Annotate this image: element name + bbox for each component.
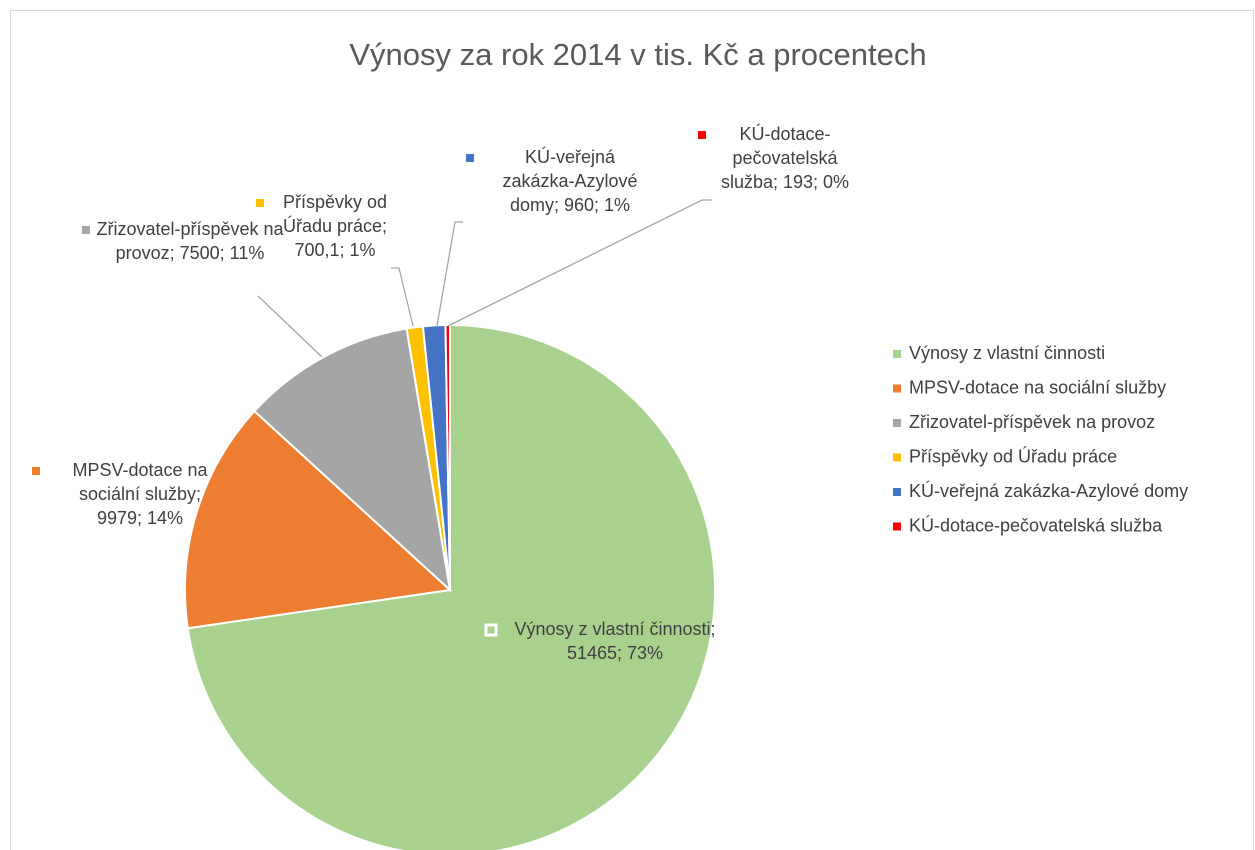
data-label: Zřizovatel-příspěvek na provoz; 7500; 11% [96,219,284,263]
legend-swatch [893,453,901,462]
pie-slice [184,409,453,630]
legend-label: Příspěvky od Úřadu práce [909,445,1117,466]
leader-line [257,295,323,358]
legend-swatch [893,419,901,427]
data-label: MPSV-dotace na sociální služby; 9979; 14% [72,460,208,528]
pie-slice [253,327,452,593]
legend-swatch [893,384,901,393]
leader-line [391,267,414,327]
legend-label: Zřizovatel-příspěvek na provoz [909,412,1155,432]
leader-line [436,221,463,327]
legend-label: MPSV-dotace na sociální služby [909,377,1166,397]
data-label: Výnosy z vlastní činnosti; 51465; 73% [514,619,715,663]
data-label: Příspěvky od Úřadu práce; 700,1; 1% [283,192,387,260]
label-marker [256,199,264,207]
label-marker [32,467,40,475]
legend-label: KÚ-veřejná zakázka-Azylové domy [909,480,1188,501]
legend-swatch [893,522,901,531]
label-marker [466,154,474,162]
legend-label: Výnosy z vlastní činnosti [909,343,1105,363]
legend-label: KÚ-dotace-pečovatelská služba [909,514,1163,535]
legend-swatch [893,488,901,496]
label-marker [82,226,90,234]
pie-slice [186,323,716,850]
chart-title: Výnosy za rok 2014 v tis. Kč a procentec… [349,37,926,72]
leader-line [447,199,712,327]
data-label: KÚ-dotace-pečovatelská služba; 193; 0% [721,123,849,192]
data-label: KÚ-veřejná zakázka-Azylové domy; 960; 1% [502,146,637,215]
leader-lines [257,199,712,358]
label-marker [698,131,706,139]
label-marker [484,623,498,637]
legend-swatch [893,350,901,358]
